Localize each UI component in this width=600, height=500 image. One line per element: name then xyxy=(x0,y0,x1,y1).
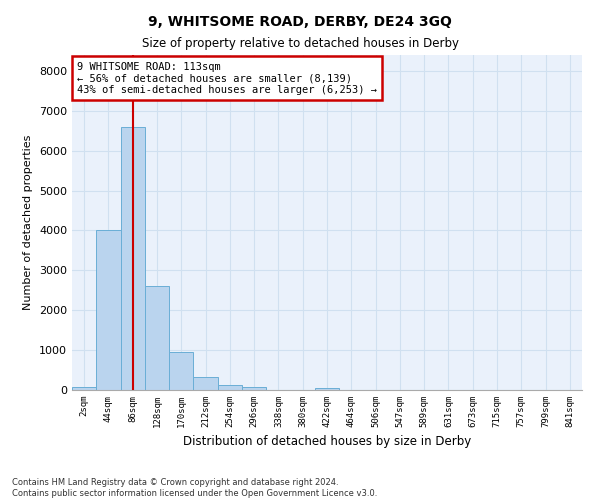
Bar xyxy=(121,127,145,390)
Bar xyxy=(218,386,242,390)
Bar xyxy=(193,377,218,390)
Bar xyxy=(242,387,266,390)
Text: Size of property relative to detached houses in Derby: Size of property relative to detached ho… xyxy=(142,38,458,51)
Bar xyxy=(72,387,96,390)
Bar xyxy=(169,352,193,390)
Bar xyxy=(96,230,121,390)
Y-axis label: Number of detached properties: Number of detached properties xyxy=(23,135,34,310)
Bar xyxy=(315,388,339,390)
X-axis label: Distribution of detached houses by size in Derby: Distribution of detached houses by size … xyxy=(183,436,471,448)
Text: Contains HM Land Registry data © Crown copyright and database right 2024.
Contai: Contains HM Land Registry data © Crown c… xyxy=(12,478,377,498)
Bar xyxy=(145,286,169,390)
Text: 9 WHITSOME ROAD: 113sqm
← 56% of detached houses are smaller (8,139)
43% of semi: 9 WHITSOME ROAD: 113sqm ← 56% of detache… xyxy=(77,62,377,95)
Text: 9, WHITSOME ROAD, DERBY, DE24 3GQ: 9, WHITSOME ROAD, DERBY, DE24 3GQ xyxy=(148,15,452,29)
